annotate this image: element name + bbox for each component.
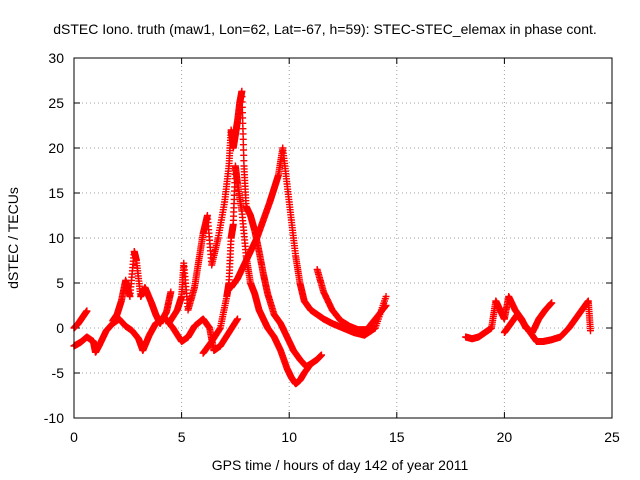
x-tick-label: 25 bbox=[604, 429, 620, 445]
grid bbox=[74, 58, 612, 418]
data-points bbox=[70, 87, 594, 388]
data-point bbox=[167, 288, 175, 296]
data-point bbox=[586, 327, 594, 335]
y-tick-label: -10 bbox=[44, 410, 64, 426]
tick-labels: 0 5 10 15 20 25 -10 -5 0 5 10 15 20 25 30 bbox=[44, 50, 620, 445]
y-tick-label: 20 bbox=[48, 140, 64, 156]
y-tick-label: 30 bbox=[48, 50, 64, 66]
y-tick-label: 25 bbox=[48, 95, 64, 111]
x-tick-label: 5 bbox=[178, 429, 186, 445]
x-axis-label: GPS time / hours of day 142 of year 2011 bbox=[212, 457, 469, 473]
data-point bbox=[317, 351, 325, 359]
series-arc-c bbox=[109, 248, 175, 327]
x-tick-label: 20 bbox=[497, 429, 513, 445]
y-tick-label: 10 bbox=[48, 230, 64, 246]
series-arc-h bbox=[462, 293, 556, 343]
data-point bbox=[307, 360, 315, 368]
data-point bbox=[382, 293, 390, 300]
x-tick-label: 15 bbox=[389, 429, 405, 445]
y-axis-label: dSTEC / TECUs bbox=[5, 187, 21, 289]
x-tick-label: 10 bbox=[281, 429, 297, 445]
data-point bbox=[83, 307, 91, 315]
series-arc-b bbox=[70, 307, 91, 332]
data-point bbox=[382, 302, 390, 309]
x-tick-label: 0 bbox=[70, 429, 78, 445]
series-arc-i bbox=[500, 297, 594, 345]
y-tick-label: 15 bbox=[48, 185, 64, 201]
series-arc-d bbox=[165, 87, 325, 371]
chart-title: dSTEC Iono. truth (maw1, Lon=62, Lat=-67… bbox=[53, 21, 597, 37]
data-point bbox=[548, 299, 556, 307]
y-tick-label: 5 bbox=[56, 275, 64, 291]
data-point bbox=[234, 315, 242, 323]
y-tick-label: -5 bbox=[52, 365, 65, 381]
series-arc-f bbox=[227, 144, 390, 339]
plot-frame bbox=[73, 57, 613, 419]
data-point bbox=[381, 302, 389, 310]
y-tick-label: 0 bbox=[56, 320, 64, 336]
series-arc-g bbox=[313, 266, 390, 334]
